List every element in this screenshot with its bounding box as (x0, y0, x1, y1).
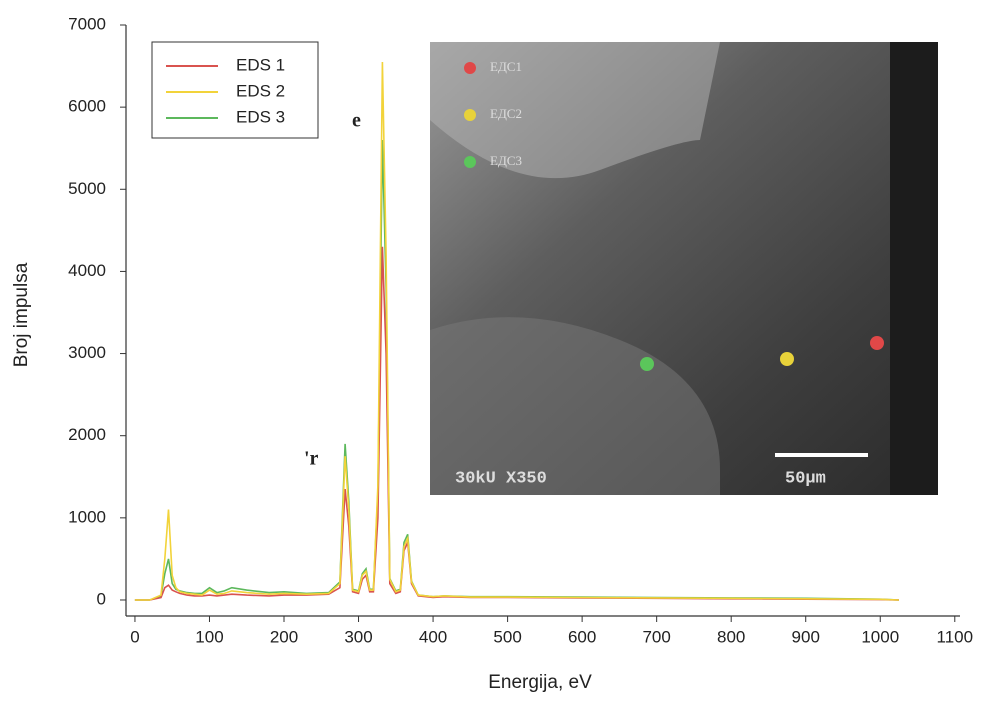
legend-label: EDS 1 (236, 55, 285, 74)
inset-label: ЕДС3 (490, 153, 522, 168)
annotation: 'r (304, 448, 319, 470)
x-tick-label: 300 (344, 627, 372, 646)
x-tick-label: 700 (642, 627, 670, 646)
x-tick-label: 600 (568, 627, 596, 646)
y-tick-label: 4000 (68, 261, 106, 280)
inset-label: ЕДС2 (490, 106, 522, 121)
x-tick-label: 1100 (937, 627, 974, 646)
x-tick-label: 200 (270, 627, 298, 646)
x-tick-label: 100 (195, 627, 223, 646)
chart: 0 1000 2000 3000 4000 5000 6000 7000 0 100 200 300 4… (0, 0, 990, 696)
legend-box (152, 42, 318, 138)
y-tick-label: 0 (97, 589, 106, 608)
inset-label: ЕДС1 (490, 59, 522, 74)
y-tick-label: 2000 (68, 425, 106, 444)
legend-label: EDS 3 (236, 107, 285, 126)
y-tick-label: 6000 (68, 97, 106, 116)
inset-image: ЕДС1 ЕДС2 ЕДС3 30kU X350 50μm (430, 42, 938, 495)
y-tick-label: 3000 (68, 343, 106, 362)
x-tick-label: 800 (717, 627, 745, 646)
x-tick-label: 0 (130, 627, 139, 646)
annotation: e (352, 110, 361, 132)
y-tick-label: 5000 (68, 179, 106, 198)
inset-scale: 50μm (785, 469, 826, 488)
x-tick-label: 1000 (861, 627, 899, 646)
legend-label: EDS 2 (236, 81, 285, 100)
x-tick-label: 900 (792, 627, 820, 646)
y-tick-label: 1000 (68, 507, 106, 526)
x-tick-label: 400 (419, 627, 447, 646)
x-axis-label: Energija, eV (488, 672, 592, 693)
x-tick-label: 500 (493, 627, 521, 646)
y-tick-label: 7000 (68, 14, 106, 33)
inset-caption: 30kU X350 (455, 469, 547, 488)
y-axis-label: Broj impulsa (11, 262, 32, 367)
